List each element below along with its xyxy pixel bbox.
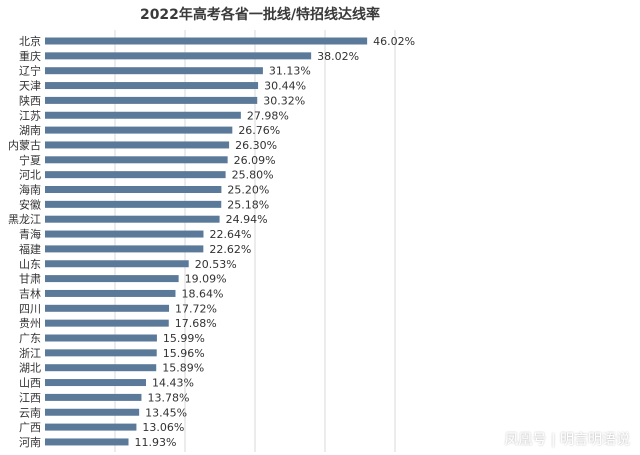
category-label: 海南: [19, 183, 41, 197]
category-label: 重庆: [19, 49, 41, 63]
value-labels: 46.02% 38.02% 31.13% 30.44%30.32% 27.98% 26.7…: [135, 35, 416, 449]
bars: [45, 37, 368, 446]
bar: [45, 96, 258, 104]
bar: [45, 141, 230, 149]
bar: [45, 304, 170, 312]
category-labels: 北京重庆辽宁天津陕西江苏湖南内蒙古宁夏河北海南安徽黑龙江青海福建山东甘肃吉林四川…: [8, 34, 41, 449]
category-label: 天津: [19, 80, 41, 93]
value-label: 46.02%: [373, 35, 415, 48]
bar: [45, 156, 228, 164]
category-label: 甘肃: [19, 273, 41, 286]
bar: [45, 275, 179, 283]
value-label: 30.44%: [264, 80, 306, 93]
bar: [45, 438, 129, 446]
bar: [45, 260, 189, 268]
bar: [45, 186, 222, 193]
category-label: 北京: [19, 34, 41, 48]
value-label: 25.18%: [227, 198, 269, 211]
value-label: 11.93%: [135, 436, 177, 449]
value-label: 38.02%: [317, 50, 359, 63]
category-label: 辽宁: [19, 64, 41, 78]
category-label: 湖北: [19, 362, 41, 375]
value-label: 22.64%: [209, 228, 251, 241]
bar: [45, 319, 169, 327]
value-label: 26.09%: [234, 154, 276, 167]
bar: [45, 408, 140, 416]
bar: [45, 349, 157, 357]
bar: [45, 215, 220, 223]
category-label: 湖南: [19, 124, 41, 137]
value-label: 13.78%: [147, 391, 189, 404]
category-label: 浙江: [19, 347, 41, 360]
value-label: 15.96%: [163, 347, 205, 360]
value-label: 18.64%: [181, 287, 223, 300]
category-label: 广东: [19, 332, 41, 345]
watermark: 凤凰号 | 明言明语说: [504, 432, 630, 448]
category-label: 云南: [19, 406, 41, 419]
value-label: 13.06%: [142, 421, 184, 434]
value-label: 14.43%: [152, 377, 194, 390]
bar: [45, 245, 204, 253]
category-label: 福建: [19, 242, 41, 256]
value-label: 31.13%: [269, 65, 311, 78]
bar: [45, 37, 368, 45]
chart-title: 2022年高考各省一批线/特招线达线率: [139, 7, 381, 23]
value-label: 26.30%: [235, 139, 277, 152]
value-label: 25.20%: [227, 184, 269, 197]
category-label: 陕西: [19, 93, 41, 107]
value-label: 15.89%: [162, 362, 204, 375]
category-label: 安徽: [19, 197, 41, 211]
bar: [45, 200, 222, 208]
bar: [45, 82, 259, 90]
category-label: 江苏: [19, 109, 41, 122]
category-label: 青海: [19, 227, 41, 241]
bar: [45, 230, 204, 238]
bar: [45, 289, 176, 297]
value-label: 13.45%: [145, 406, 187, 419]
category-label: 内蒙古: [8, 138, 41, 152]
category-label: 广西: [19, 421, 41, 434]
value-label: 24.94%: [226, 213, 268, 226]
bar: [45, 364, 157, 372]
category-label: 山东: [19, 258, 41, 271]
value-label: 19.09%: [185, 273, 227, 286]
bar: [45, 171, 226, 179]
value-label: 15.99%: [163, 332, 205, 345]
bar: [45, 423, 137, 431]
category-label: 黑龙江: [8, 213, 41, 226]
category-label: 四川: [19, 302, 41, 315]
category-label: 江西: [19, 391, 41, 404]
value-label: 17.72%: [175, 302, 217, 315]
bar: [45, 52, 312, 60]
value-label: 27.98%: [247, 109, 289, 122]
category-label: 山西: [19, 377, 41, 390]
bar: [45, 67, 263, 75]
category-label: 河南: [19, 436, 41, 449]
value-label: 20.53%: [195, 258, 237, 271]
category-label: 吉林: [19, 286, 41, 300]
value-label: 25.80%: [232, 169, 274, 182]
bar: [45, 393, 142, 401]
bar: [45, 379, 147, 387]
category-label: 贵州: [19, 317, 41, 330]
bar: [45, 334, 157, 342]
value-label: 22.62%: [209, 243, 251, 256]
value-label: 17.68%: [175, 317, 217, 330]
category-label: 宁夏: [19, 153, 41, 167]
category-label: 河北: [19, 169, 41, 182]
value-label: 26.76%: [238, 124, 280, 137]
value-label: 30.32%: [263, 94, 305, 107]
bar: [45, 111, 241, 119]
bar: [45, 126, 233, 134]
